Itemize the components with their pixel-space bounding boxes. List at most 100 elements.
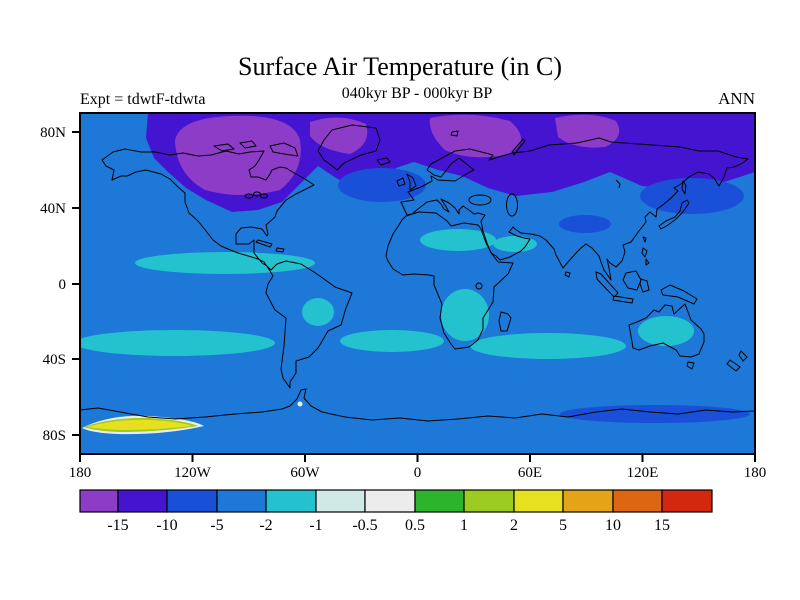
season-label: ANN: [718, 89, 755, 108]
colorbar-label: -5: [210, 517, 223, 534]
anomaly-region-greenland-purple: [310, 117, 368, 154]
coastline-philippines: [641, 247, 650, 266]
anomaly-region-australia-cyan: [638, 316, 694, 346]
colorbar-label: 2: [510, 517, 518, 534]
page-title: Surface Air Temperature (in C): [238, 52, 562, 81]
longitude-axis: 180 120W 60W 0 60E 120E 180: [69, 454, 767, 481]
colorbar-label: 1: [460, 517, 468, 534]
colorbar-segment: [364, 489, 416, 513]
colorbar-label: -15: [107, 517, 128, 534]
colorbar: -15 -10 -5 -2 -1 -0.5 0.5 1 2 5 10 15: [79, 489, 713, 534]
anomaly-region-ross-sea-yellow-core: [87, 419, 192, 430]
anomaly-region-arabia-cyan: [493, 236, 537, 252]
anomaly-region-east-pacific-cyan: [135, 252, 315, 274]
anomaly-region-north-atlantic-darkblue: [338, 168, 426, 202]
anomaly-region-nw-pacific-darkblue: [640, 178, 744, 214]
colorbar-segment: [463, 489, 515, 513]
colorbar-label: -2: [259, 517, 272, 534]
colorbar-label: 10: [605, 517, 621, 534]
colorbar-label: 5: [559, 517, 567, 534]
colorbar-label: -10: [156, 517, 177, 534]
coastline-americas: [101, 148, 353, 389]
lake-baikal: [615, 179, 621, 189]
lon-label-60e: 60E: [518, 465, 542, 481]
coastline-novaya-zemlya: [511, 138, 526, 156]
lake-great-lakes-west: [244, 193, 254, 199]
lake-caspian-sea: [506, 193, 518, 217]
lat-label-40n: 40N: [40, 201, 66, 217]
colorbar-segment: [265, 489, 317, 513]
colorbar-segment: [513, 489, 564, 513]
coastline-africa: [385, 211, 514, 350]
map-fill-layer: [80, 113, 755, 454]
coastline-antarctica: [80, 388, 755, 422]
colorbar-segment: [166, 489, 218, 513]
colorbar-label: 15: [654, 517, 670, 534]
coastline-iceland: [376, 157, 391, 166]
anomaly-region-south-atlantic-cyan: [340, 330, 444, 352]
colorbar-segment: [216, 489, 267, 513]
coastline-sumatra: [595, 271, 619, 298]
colorbar-segment: [79, 489, 119, 513]
anomaly-region-tibet-darkblue: [559, 215, 611, 233]
coastline-borneo: [622, 270, 642, 291]
anomaly-region-antarctic-coast-darkblue: [560, 405, 750, 423]
anomaly-region-west-siberia-purple: [429, 114, 521, 158]
coastline-eurasia: [400, 137, 749, 281]
experiment-label: Expt = tdwtF-tdwta: [80, 91, 205, 108]
coastline-madagascar: [498, 311, 512, 332]
anomaly-region-north-africa-cyan: [420, 229, 496, 251]
lake-black-sea: [468, 194, 492, 206]
lake-victoria: [475, 282, 483, 290]
coastline-tasmania: [686, 361, 695, 370]
coastline-sulawesi: [639, 278, 650, 293]
colorbar-label: -1: [309, 517, 322, 534]
lon-label-180e: 180: [744, 465, 767, 481]
anomaly-region-indian-ocean-cyan: [470, 333, 626, 359]
anomaly-region-south-africa-cyan: [441, 289, 489, 341]
coastline-sakhalin: [681, 180, 687, 195]
lat-label-40s: 40S: [43, 352, 66, 368]
coastline-hispaniola: [275, 247, 285, 253]
colorbar-segment: [117, 489, 168, 513]
colorbar-label: 0.5: [405, 517, 425, 534]
lake-great-lakes-east: [260, 193, 268, 199]
lon-label-120w: 120W: [174, 465, 212, 481]
lon-label-0: 0: [414, 465, 422, 481]
anomaly-speck-antarctic-peninsula: [297, 401, 303, 407]
colorbar-segment: [562, 489, 614, 513]
lake-great-lakes-mid: [253, 191, 261, 197]
colorbar-segment: [414, 489, 465, 513]
coastline-greenland: [317, 124, 381, 171]
lat-label-0: 0: [59, 277, 67, 293]
lat-label-80s: 80S: [43, 428, 66, 444]
coastline-taiwan: [642, 236, 647, 243]
coastline-cuba: [255, 239, 273, 248]
coastline-sri-lanka: [564, 271, 571, 278]
lat-label-80n: 80N: [40, 125, 66, 141]
period-label: 040kyr BP - 000kyr BP: [342, 85, 493, 102]
anomaly-region-south-pacific-cyan: [80, 330, 275, 356]
coastline-ireland: [396, 177, 406, 187]
coastline-layer: [80, 124, 755, 422]
coastline-new-guinea: [660, 284, 698, 305]
colorbar-segment: [661, 489, 713, 513]
coastline-arctic-islands: [213, 140, 257, 152]
coastline-java: [612, 295, 634, 304]
latitude-axis: 80N 40N 0 40S 80S: [40, 125, 80, 444]
coastline-japan: [658, 199, 690, 230]
coastline-new-zealand: [726, 350, 748, 372]
coastline-svalbard: [450, 130, 459, 137]
colorbar-label: -0.5: [352, 517, 377, 534]
coastline-britain: [406, 173, 417, 191]
lon-label-60w: 60W: [290, 465, 320, 481]
colorbar-segment: [612, 489, 663, 513]
lon-label-180w: 180: [69, 465, 92, 481]
colorbar-segment: [315, 489, 366, 513]
lon-label-120e: 120E: [627, 465, 659, 481]
coastline-baffin-island: [269, 142, 299, 157]
coastline-australia: [628, 303, 705, 358]
anomaly-region-amazon-cyan: [302, 298, 334, 326]
